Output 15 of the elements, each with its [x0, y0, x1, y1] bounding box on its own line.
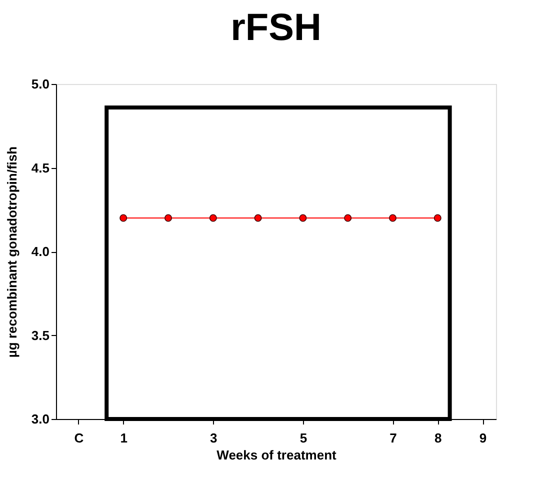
- y-tick-label: 3.5: [31, 328, 50, 343]
- x-axis-title: Weeks of treatment: [216, 448, 338, 462]
- x-tick-label: C: [74, 430, 84, 446]
- x-tick-label: 5: [300, 430, 308, 446]
- y-axis-title: µg recombinant gonadotropin/fish: [4, 146, 20, 358]
- chart-title: rFSH: [230, 7, 322, 49]
- x-tick-label: 9: [479, 430, 487, 446]
- x-tick-label: 7: [390, 430, 397, 446]
- y-tick-label: 3.0: [31, 412, 50, 426]
- x-tick-label: 3: [210, 430, 218, 446]
- y-tick-label: 5.0: [31, 76, 50, 92]
- x-tick-label: 1: [120, 430, 128, 446]
- x-tick-label: 8: [434, 430, 442, 446]
- y-tick-label: 4.5: [31, 160, 50, 176]
- y-tick-label: 4.0: [31, 244, 50, 259]
